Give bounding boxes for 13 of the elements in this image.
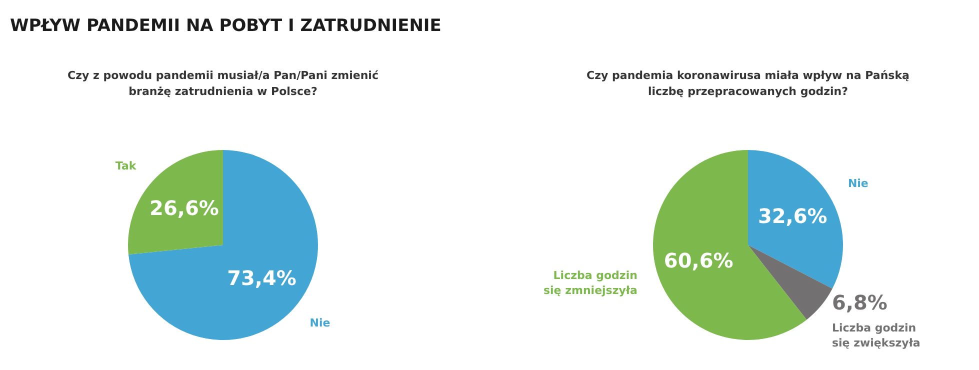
data-label: 26,6%	[150, 196, 219, 220]
data-label: 73,4%	[227, 266, 296, 290]
data-label: 60,6%	[664, 248, 734, 272]
text: WPŁYW PANDEMII NA POBYT I ZATRUDNIENIE	[10, 16, 442, 36]
chart-title: Czy pandemia koronawirusa miała wpływ na Pańską liczbę przepracowanych godzin?	[586, 68, 910, 100]
data-label: 6,8%	[832, 290, 888, 315]
chart-title: Czy z powodu pandemii musiał/a Pan/Pani zmienić branżę zatrudnienia w Polsce?	[66, 68, 380, 100]
slice-label: Liczba godzin się zwiększyła	[832, 321, 920, 350]
slice-label: Liczba godzin się zmniejszyła	[543, 269, 638, 298]
slice-label: Nie	[310, 316, 330, 330]
slice-label: Nie	[848, 177, 868, 190]
slice-label: Tak	[115, 159, 137, 172]
data-label: 32,6%	[758, 204, 828, 228]
